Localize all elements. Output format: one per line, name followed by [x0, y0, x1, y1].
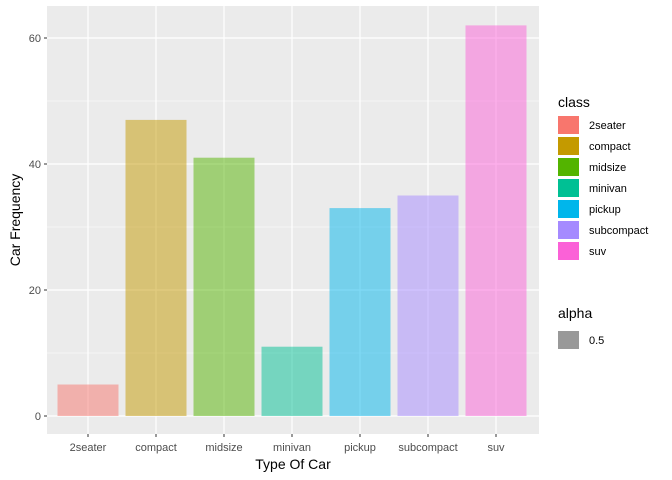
legend-label-2seater: 2seater	[589, 120, 626, 132]
legend-label-pickup: pickup	[589, 204, 621, 216]
legend-swatch-midsize	[558, 158, 579, 176]
x-tick-label: subcompact	[398, 442, 457, 454]
x-tick-label: minivan	[273, 442, 311, 454]
bar-2seater	[57, 384, 119, 416]
y-tick-label: 40	[29, 159, 41, 171]
x-axis-ticks: 2seater compact midsize minivan pickup subcom…	[70, 434, 505, 454]
legend-swatch-minivan	[558, 179, 579, 197]
y-tick-label: 0	[35, 411, 41, 423]
x-tick-label: 2seater	[70, 442, 107, 454]
legend-swatch-suv	[558, 242, 579, 260]
legend-alpha: alpha 0.5	[558, 305, 604, 349]
y-tick-label: 60	[29, 33, 41, 45]
legend-label-subcompact: subcompact	[589, 225, 648, 237]
y-axis-ticks: 0 20 40 60	[29, 33, 47, 423]
bar-compact	[125, 119, 187, 417]
bar-suv	[465, 25, 527, 417]
bars	[57, 25, 527, 417]
bar-midsize	[193, 157, 255, 416]
legend-label-suv: suv	[589, 246, 607, 258]
y-axis-title: Car Frequency	[7, 174, 23, 267]
x-tick-label: midsize	[205, 442, 242, 454]
legend-alpha-swatch	[558, 331, 579, 349]
legend-swatch-pickup	[558, 200, 579, 218]
legend-alpha-title: alpha	[558, 305, 592, 321]
bar-pickup	[329, 208, 391, 416]
legend-label-compact: compact	[589, 141, 631, 153]
x-tick-label: pickup	[344, 442, 376, 454]
legend-swatch-2seater	[558, 116, 579, 134]
legend-class: class 2seater compact midsize minivan pickup…	[558, 94, 648, 260]
x-axis-title: Type Of Car	[255, 456, 331, 472]
legend-swatch-subcompact	[558, 221, 579, 239]
x-tick-label: suv	[487, 442, 505, 454]
legend-label-midsize: midsize	[589, 162, 626, 174]
legend-label-minivan: minivan	[589, 183, 627, 195]
bar-minivan	[261, 346, 323, 416]
y-tick-label: 20	[29, 285, 41, 297]
legend-alpha-label: 0.5	[589, 335, 604, 347]
legend-class-title: class	[558, 94, 590, 110]
legend-swatch-compact	[558, 137, 579, 155]
bar-subcompact	[397, 195, 459, 416]
x-tick-label: compact	[135, 442, 177, 454]
